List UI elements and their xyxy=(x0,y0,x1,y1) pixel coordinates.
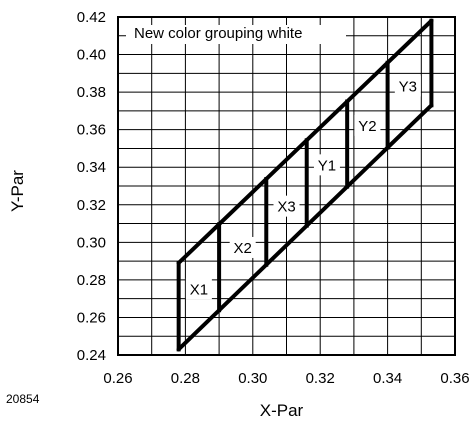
grouping-region xyxy=(176,18,434,352)
bin-label-background xyxy=(313,154,340,176)
x-tick-label: 0.32 xyxy=(306,370,335,387)
bin-label: X3 xyxy=(277,199,295,216)
x-axis-title: X-Par xyxy=(260,401,304,420)
bin-label: X1 xyxy=(190,281,208,298)
y-tick-labels: 0.24 0.26 0.28 0.30 0.32 0.34 0.36 0.38 0.40 0.42 xyxy=(77,9,106,364)
plot-frame xyxy=(117,16,456,356)
x-tick-label: 0.28 xyxy=(171,370,200,387)
document-number: 20854 xyxy=(6,392,40,406)
y-tick-label: 0.42 xyxy=(77,9,106,26)
y-tick-label: 0.36 xyxy=(77,122,106,139)
bin-label: Y3 xyxy=(399,78,417,95)
x-tick-label: 0.34 xyxy=(373,370,402,387)
chart-title: New color grouping white xyxy=(134,25,302,42)
chart-title-background xyxy=(126,25,346,44)
bin-label-background xyxy=(229,236,256,258)
y-tick-label: 0.28 xyxy=(77,272,106,289)
y-tick-label: 0.24 xyxy=(77,347,106,364)
bin-label-background xyxy=(273,195,300,217)
bin-label: X2 xyxy=(234,240,252,257)
bin-label-background xyxy=(185,278,212,300)
chart-title-box: New color grouping white xyxy=(126,25,346,44)
y-tick-label: 0.30 xyxy=(77,234,106,251)
y-tick-label: 0.26 xyxy=(77,309,106,326)
bin-labels: X1 X2 X3 Y1 Y2 Y3 xyxy=(185,75,421,300)
bin-label-background xyxy=(394,75,421,97)
y-tick-label: 0.34 xyxy=(77,159,106,176)
x-tick-label: 0.26 xyxy=(103,370,132,387)
x-tick-label: 0.36 xyxy=(440,370,469,387)
y-axis-title: Y-Par xyxy=(8,170,27,212)
grid-lines xyxy=(118,17,455,355)
bin-label: Y2 xyxy=(358,118,376,135)
bin-label-background xyxy=(354,114,381,136)
y-tick-label: 0.40 xyxy=(77,47,106,64)
y-tick-label: 0.32 xyxy=(77,197,106,214)
y-tick-label: 0.38 xyxy=(77,84,106,101)
bin-label: Y1 xyxy=(318,157,336,174)
x-tick-labels: 0.26 0.28 0.30 0.32 0.34 0.36 xyxy=(103,370,469,387)
x-tick-label: 0.30 xyxy=(238,370,267,387)
